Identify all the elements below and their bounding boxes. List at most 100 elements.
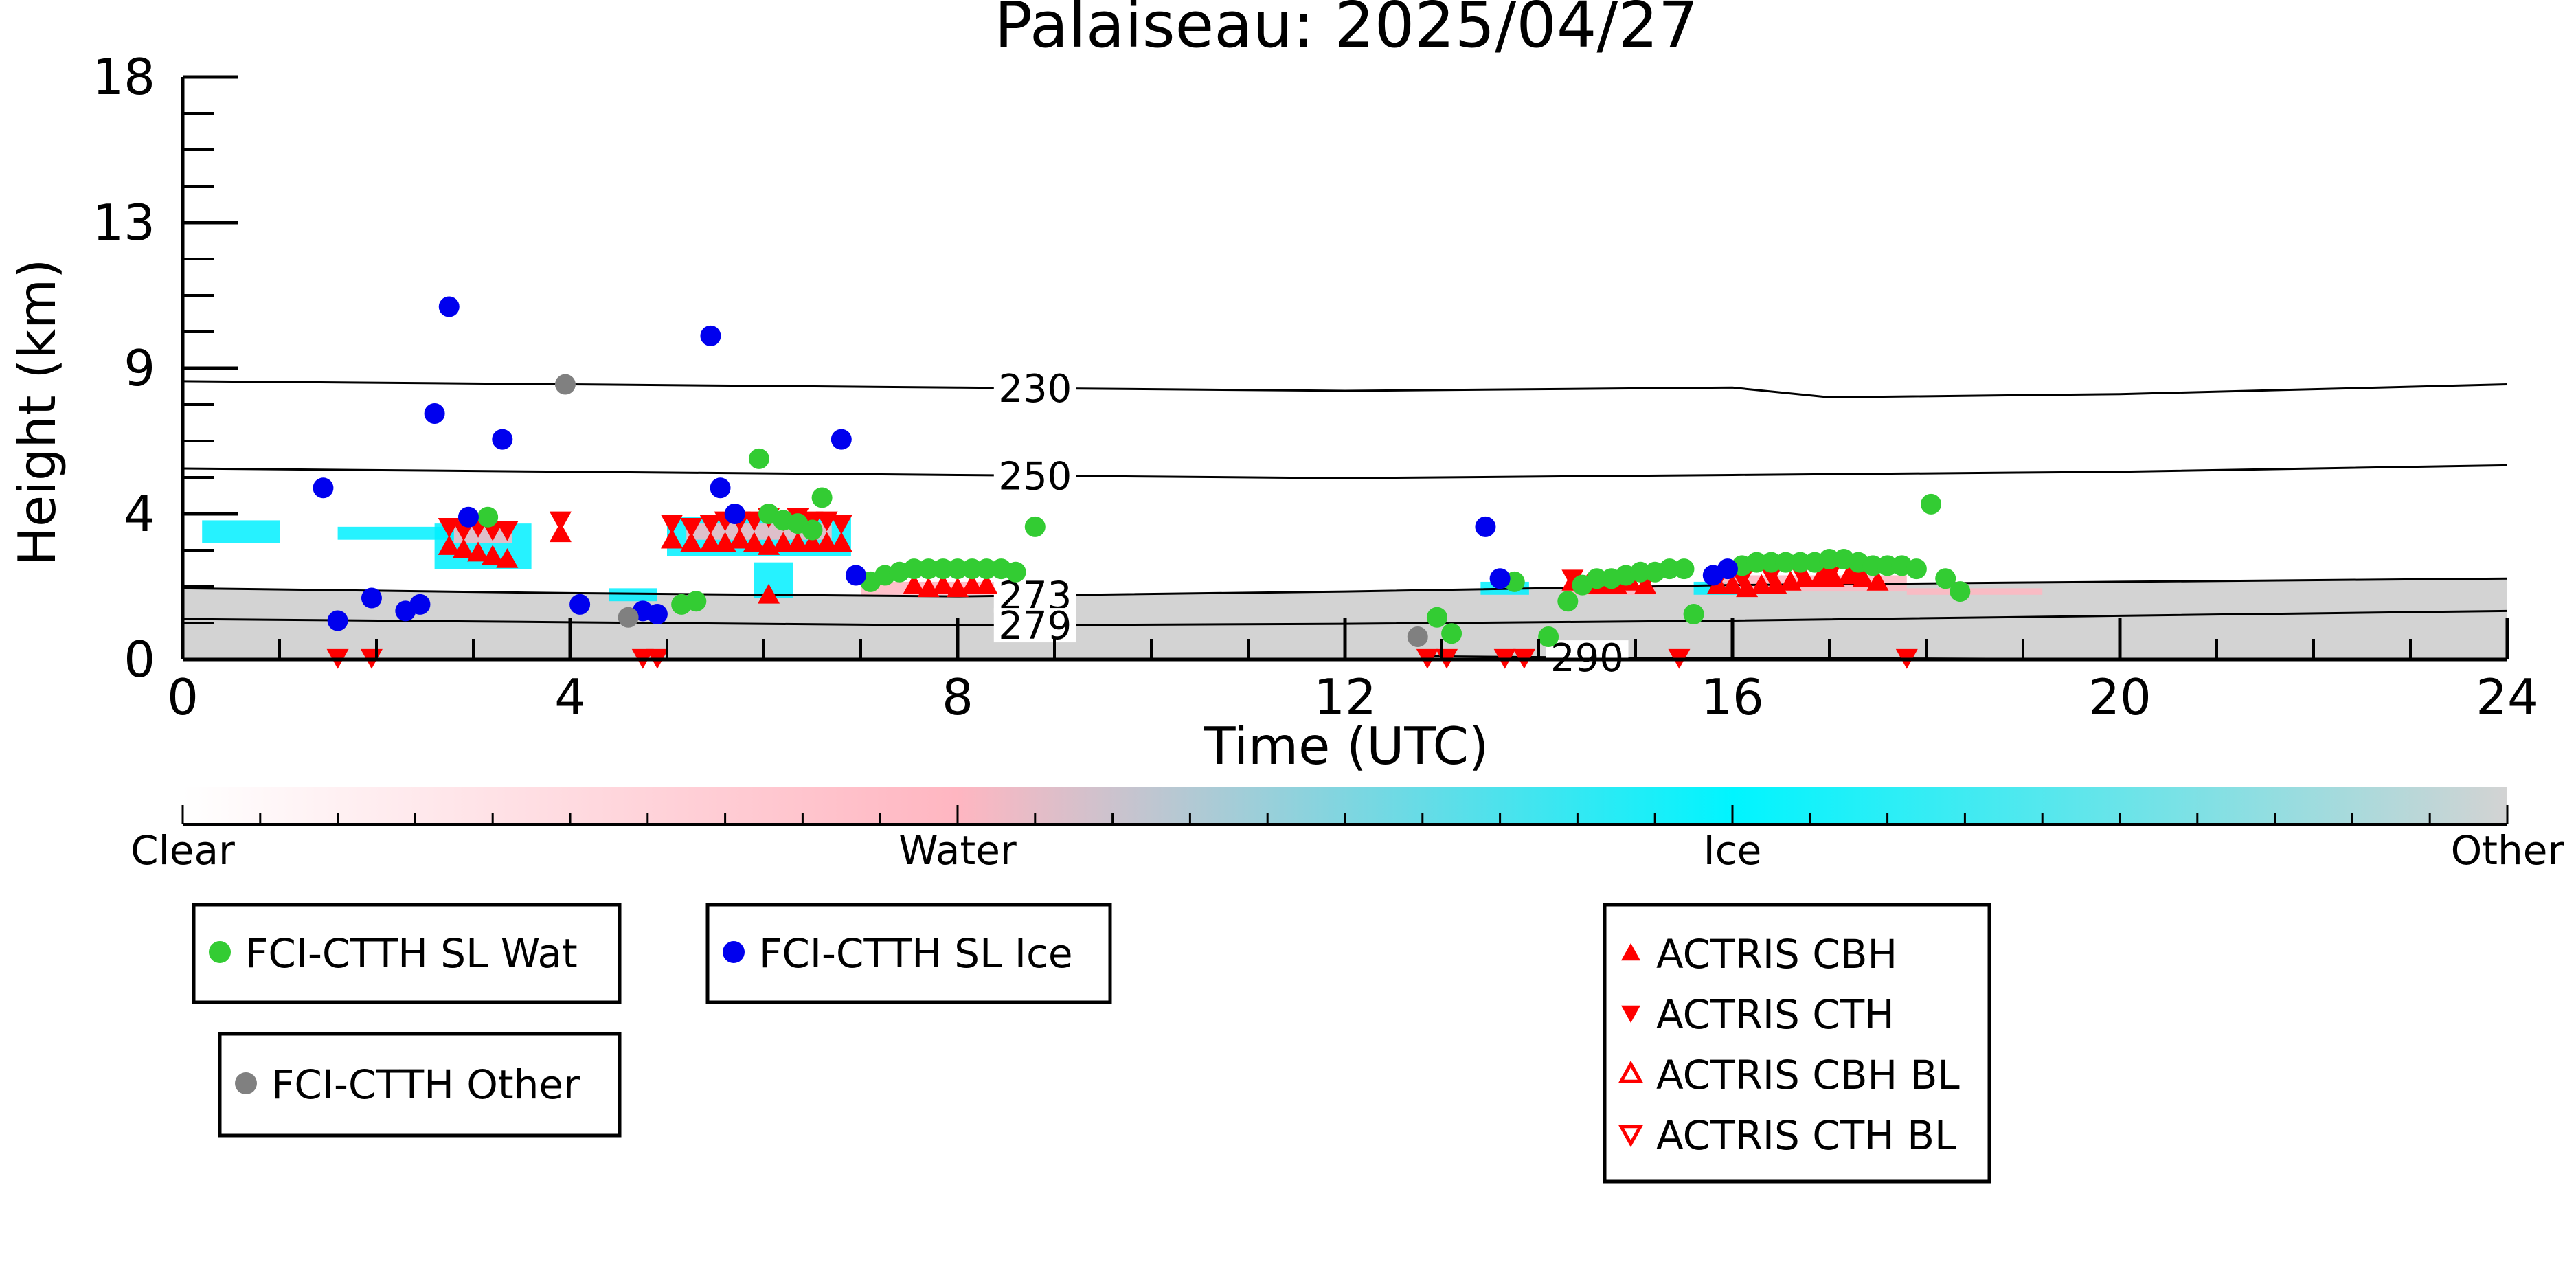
data-point-actris-cbh <box>680 532 703 552</box>
phase-patch <box>337 526 454 540</box>
data-point-actris-cbh <box>728 528 751 549</box>
data-point-fci-ctth-other <box>554 374 576 395</box>
data-point-fci-ctth-sl-ice <box>724 504 745 524</box>
data-point-fci-ctth-sl-wat <box>1630 561 1651 583</box>
data-point-fci-ctth-sl-wat <box>1921 493 1942 515</box>
data-point-actris-cbh <box>961 574 984 594</box>
x-tick-label: 12 <box>1313 668 1377 726</box>
phase-patch <box>754 562 793 598</box>
isotherm-label: 250 <box>998 454 1072 499</box>
y-tick-label: 4 <box>124 485 155 543</box>
isotherm-label: 230 <box>998 367 1072 411</box>
data-point-fci-ctth-sl-wat <box>1775 552 1796 573</box>
data-markers <box>313 296 1971 669</box>
data-point-fci-ctth-sl-wat <box>1950 581 1971 602</box>
legend-label: ACTRIS CTH <box>1656 991 1895 1038</box>
data-point-actris-cbh <box>1750 574 1773 594</box>
data-point-fci-ctth-sl-ice <box>569 594 591 615</box>
x-tick-label: 16 <box>1701 668 1764 726</box>
data-point-actris-cbh <box>1866 570 1889 591</box>
data-point-fci-ctth-sl-wat <box>477 506 499 528</box>
legend-marker-fci-ctth-other <box>235 1072 257 1094</box>
data-point-fci-ctth-sl-wat <box>686 591 707 612</box>
data-point-fci-ctth-sl-wat <box>1586 568 1607 589</box>
chart-title: Palaiseau: 2025/04/27 <box>995 0 1699 62</box>
data-point-fci-ctth-sl-wat <box>932 558 953 580</box>
data-point-fci-ctth-sl-wat <box>976 558 997 580</box>
x-axis-label: Time (UTC) <box>1204 716 1489 776</box>
isotherm-230 <box>182 380 2508 398</box>
data-point-fci-ctth-sl-ice <box>409 594 431 615</box>
data-point-actris-cth <box>1561 569 1584 590</box>
data-point-fci-ctth-sl-ice <box>361 587 382 609</box>
data-point-actris-cbh <box>467 541 490 562</box>
data-point-fci-ctth-sl-wat <box>1005 561 1026 583</box>
data-point-actris-cbh <box>743 532 765 552</box>
legend-label: FCI-CTTH SL Wat <box>245 930 578 977</box>
y-tick-label: 0 <box>124 631 155 688</box>
data-point-actris-cth <box>1731 569 1754 590</box>
data-point-actris-cbh <box>1852 567 1875 588</box>
y-tick-label: 18 <box>92 48 155 106</box>
data-point-fci-ctth-sl-ice <box>845 565 866 586</box>
data-point-fci-ctth-sl-wat <box>1789 552 1811 573</box>
isotherm-label: 279 <box>998 604 1072 648</box>
legend-label: ACTRIS CTH BL <box>1656 1112 1956 1159</box>
data-point-actris-cbh <box>815 532 838 552</box>
x-tick-label: 4 <box>554 668 586 726</box>
data-point-actris-cbh <box>496 547 519 568</box>
data-point-actris-cth <box>1760 566 1783 587</box>
data-point-fci-ctth-sl-ice <box>424 403 445 424</box>
data-point-actris-cth <box>680 518 703 538</box>
x-tick-label: 24 <box>2476 668 2539 726</box>
isotherm-250 <box>182 464 2508 479</box>
data-point-fci-ctth-sl-wat <box>962 558 983 580</box>
phase-patch <box>609 588 657 602</box>
legend-label: FCI-CTTH SL Ice <box>759 930 1073 977</box>
data-point-fci-ctth-sl-ice <box>710 477 731 499</box>
data-point-actris-cth <box>661 515 683 535</box>
data-point-actris-cbh <box>787 532 809 552</box>
data-point-fci-ctth-sl-ice <box>700 325 721 346</box>
y-tick-label: 9 <box>124 339 155 397</box>
data-point-actris-cbh <box>1838 564 1860 585</box>
data-point-actris-cbh <box>758 583 780 604</box>
isotherm-label-bg <box>1546 640 1629 675</box>
data-point-fci-ctth-sl-wat <box>918 558 939 580</box>
colorbar-label: Other <box>2451 827 2564 874</box>
data-point-fci-ctth-sl-wat <box>1906 558 1927 580</box>
data-point-actris-cbh <box>438 535 460 555</box>
axes: 0 4 8 12 16 20 24 0 4 9 13 18 <box>92 48 2538 726</box>
phase-patch <box>202 520 280 543</box>
data-point-actris-cbh <box>772 532 795 552</box>
isotherm-label-bg <box>993 458 1076 493</box>
data-point-actris-cbh <box>931 574 954 594</box>
data-point-fci-ctth-sl-wat <box>748 448 769 469</box>
data-point-actris-cbh <box>482 545 504 565</box>
data-point-fci-ctth-sl-ice <box>1475 516 1496 537</box>
legend-marker-fci-ctth-sl-ice <box>723 941 745 963</box>
data-point-fci-ctth-sl-wat <box>1862 555 1884 576</box>
phase-colorbar: Clear Water Ice Other <box>131 787 2564 874</box>
legend-marker-actris-cbh-bl <box>1618 1060 1644 1083</box>
data-point-actris-cbh <box>661 528 683 549</box>
legend-label: ACTRIS CBH BL <box>1656 1052 1960 1098</box>
y-tick-label: 13 <box>92 194 155 251</box>
data-point-actris-cbh <box>699 532 722 552</box>
x-tick-label: 8 <box>942 668 973 726</box>
legend-box <box>1603 903 1991 1184</box>
data-point-fci-ctth-sl-ice <box>831 429 852 450</box>
data-point-fci-ctth-other <box>618 607 639 628</box>
data-point-fci-ctth-sl-ice <box>438 296 460 317</box>
colorbar-label: Ice <box>1704 827 1762 874</box>
y-axis-label: Height (km) <box>7 259 67 566</box>
data-point-fci-ctth-sl-ice <box>1489 568 1511 589</box>
data-point-actris-cbh <box>1794 567 1816 588</box>
phase-patch <box>1906 588 2043 595</box>
data-point-fci-ctth-sl-wat <box>1441 623 1462 644</box>
legend-marker-actris-cth-bl <box>1618 1125 1644 1148</box>
data-point-fci-ctth-sl-wat <box>1819 548 1840 569</box>
isotherm-label-bg <box>993 608 1076 643</box>
data-point-fci-ctth-sl-wat <box>811 487 833 508</box>
